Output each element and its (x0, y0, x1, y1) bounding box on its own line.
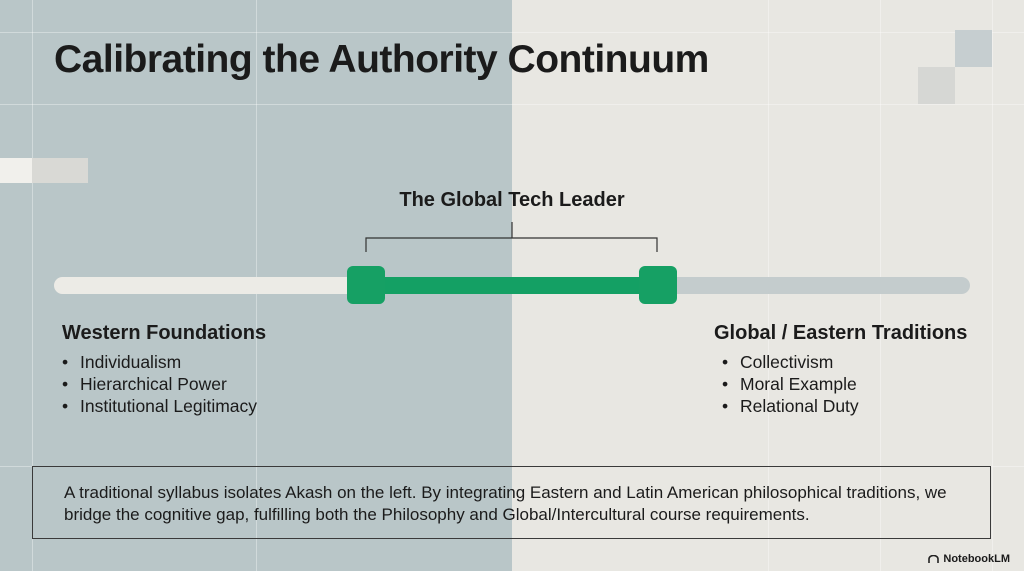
bullet-item: Individualism (62, 351, 266, 373)
left-column: Western Foundations IndividualismHierarc… (62, 322, 266, 417)
brand-text: NotebookLM (943, 553, 1010, 565)
right-column: Global / Eastern Traditions Collectivism… (714, 322, 967, 417)
title: Calibrating the Authority Continuum (54, 38, 709, 81)
range-label: The Global Tech Leader (399, 189, 625, 211)
deco-block (0, 158, 32, 183)
handle (639, 266, 677, 304)
bullet-item: Institutional Legitimacy (62, 395, 266, 417)
brand: NotebookLM (928, 553, 1010, 565)
handle (347, 266, 385, 304)
bullet-item: Relational Duty (722, 395, 967, 417)
bullet-item: Moral Example (722, 373, 967, 395)
track-left (54, 277, 374, 294)
footer-text: A traditional syllabus isolates Akash on… (64, 483, 947, 524)
grid-line (32, 0, 33, 571)
grid-line (0, 32, 1024, 33)
grid-line (0, 104, 1024, 105)
brand-icon (928, 554, 940, 563)
deco-block (32, 158, 88, 183)
deco-block (955, 30, 992, 67)
bracket (365, 222, 658, 252)
bullet-item: Collectivism (722, 351, 967, 373)
deco-block (918, 67, 955, 104)
bullet-list: IndividualismHierarchical PowerInstituti… (62, 351, 266, 417)
grid-line (992, 0, 993, 571)
column-heading: Global / Eastern Traditions (714, 322, 968, 344)
bullet-item: Hierarchical Power (62, 373, 266, 395)
footer-box (32, 466, 991, 539)
track-range (366, 277, 657, 294)
bullet-list: CollectivismMoral ExampleRelational Duty (722, 351, 967, 417)
column-heading: Western Foundations (62, 322, 267, 344)
